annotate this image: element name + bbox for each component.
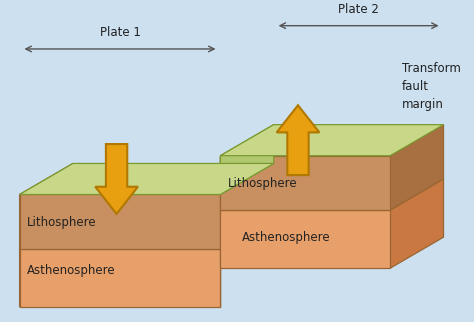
- Polygon shape: [19, 249, 220, 307]
- Text: Plate 2: Plate 2: [338, 3, 379, 16]
- Text: Asthenosphere: Asthenosphere: [27, 264, 116, 277]
- Polygon shape: [277, 105, 319, 175]
- Polygon shape: [19, 218, 73, 307]
- Text: Plate 1: Plate 1: [100, 26, 140, 39]
- Polygon shape: [220, 125, 274, 194]
- Text: Asthenosphere: Asthenosphere: [242, 231, 330, 244]
- Polygon shape: [19, 194, 220, 249]
- Text: Lithosphere: Lithosphere: [27, 216, 97, 229]
- Text: Transform
fault
margin: Transform fault margin: [402, 62, 461, 110]
- Polygon shape: [220, 125, 444, 156]
- Polygon shape: [19, 164, 274, 194]
- Polygon shape: [95, 144, 138, 214]
- Text: Lithosphere: Lithosphere: [228, 177, 298, 190]
- Polygon shape: [19, 164, 73, 249]
- Polygon shape: [390, 125, 444, 210]
- Polygon shape: [220, 210, 390, 268]
- Polygon shape: [390, 179, 444, 268]
- Polygon shape: [220, 156, 390, 210]
